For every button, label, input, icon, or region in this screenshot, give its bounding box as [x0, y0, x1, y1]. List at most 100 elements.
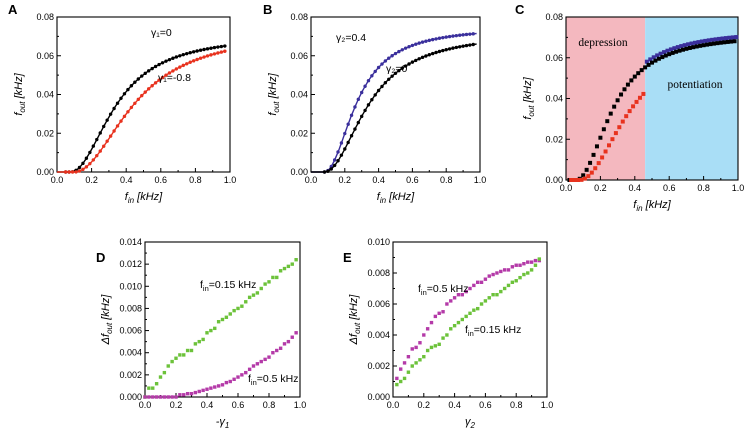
data-point [178, 54, 182, 58]
data-point [166, 395, 170, 399]
data-point [464, 43, 469, 48]
data-point [639, 68, 644, 73]
data-point [349, 134, 354, 138]
data-point [278, 269, 283, 273]
data-point [220, 383, 225, 387]
data-point [174, 356, 178, 360]
x-tick-label: 1.0 [224, 175, 237, 185]
data-point [167, 57, 172, 62]
data-point [147, 386, 151, 390]
data-point [383, 81, 388, 85]
data-point [713, 37, 718, 42]
data-point [434, 50, 438, 55]
data-point [502, 268, 507, 272]
data-point [454, 33, 459, 38]
x-tick-label: 0.0 [139, 400, 152, 410]
data-point [703, 38, 708, 43]
data-point [718, 40, 723, 45]
data-point [174, 67, 179, 71]
data-point [458, 45, 462, 49]
data-point [164, 73, 168, 77]
data-point [67, 170, 71, 174]
x-tick-label: 0.0 [387, 400, 400, 410]
data-point [399, 379, 403, 384]
data-point [158, 395, 163, 399]
data-point [370, 74, 374, 78]
data-point [373, 69, 377, 74]
data-point [650, 60, 654, 65]
data-point [263, 282, 267, 286]
data-point [115, 124, 120, 128]
data-point [417, 57, 421, 61]
data-point [588, 160, 593, 165]
series-line-γ2=0.4 [311, 32, 477, 173]
data-point [610, 137, 615, 142]
data-point [495, 293, 499, 297]
data-point [429, 320, 434, 325]
x-tick-label: 0.6 [155, 175, 168, 185]
data-point [390, 74, 394, 78]
data-point [88, 161, 92, 166]
y-tick-label: 0.008 [367, 268, 390, 278]
data-point [651, 55, 656, 60]
y-axis-label: Δfout [kHz] [348, 294, 362, 346]
data-point [198, 56, 203, 60]
data-point [81, 167, 85, 172]
y-tick-label: 0.010 [119, 281, 142, 291]
y-tick-label: 0.004 [367, 330, 390, 340]
y-tick-label: 0.06 [290, 51, 308, 61]
data-point [437, 49, 442, 54]
panel-label: C [515, 2, 525, 17]
data-point [720, 36, 725, 41]
data-point [188, 51, 192, 55]
y-tick-label: 0.08 [290, 12, 308, 22]
x-tick-label: 0.8 [697, 183, 710, 193]
y-tick-label: 0.02 [545, 134, 563, 144]
data-point [441, 310, 445, 314]
x-tick-label: 0.0 [51, 175, 64, 185]
x-tick-label: 0.2 [85, 175, 98, 185]
series-line-γ1=0 [57, 45, 227, 173]
data-point [410, 364, 414, 368]
data-point [447, 34, 452, 39]
data-point [201, 337, 205, 342]
data-point [456, 320, 461, 325]
data-point [425, 348, 430, 353]
data-point [98, 149, 102, 153]
x-tick-label: 0.6 [232, 400, 245, 410]
data-point [209, 328, 213, 333]
data-point [191, 59, 196, 63]
data-point [164, 59, 168, 63]
data-point [418, 358, 422, 362]
data-point [441, 35, 445, 40]
data-point [376, 88, 381, 93]
data-point [84, 165, 89, 169]
data-point [150, 66, 154, 71]
data-point [569, 178, 574, 182]
data-point [529, 268, 534, 272]
data-point [223, 49, 227, 53]
data-point [680, 47, 685, 52]
data-point [471, 42, 475, 47]
data-point [182, 393, 186, 397]
data-point [634, 99, 639, 104]
y-tick-label: 0.004 [119, 348, 142, 358]
data-point [414, 42, 418, 46]
data-point [108, 112, 113, 116]
data-point [422, 355, 426, 359]
data-point [656, 56, 661, 61]
data-point [617, 125, 622, 130]
series-annotation: fin=0.5 kHz [248, 373, 299, 387]
data-point [620, 119, 625, 124]
data-point [403, 64, 408, 68]
data-point [596, 161, 601, 166]
data-point [290, 335, 294, 339]
x-tick-label: 0.2 [339, 175, 352, 185]
data-point [286, 339, 291, 344]
data-point [725, 39, 730, 44]
data-point [407, 62, 411, 66]
data-point [668, 47, 673, 52]
data-point [430, 51, 435, 56]
data-point [119, 96, 123, 101]
